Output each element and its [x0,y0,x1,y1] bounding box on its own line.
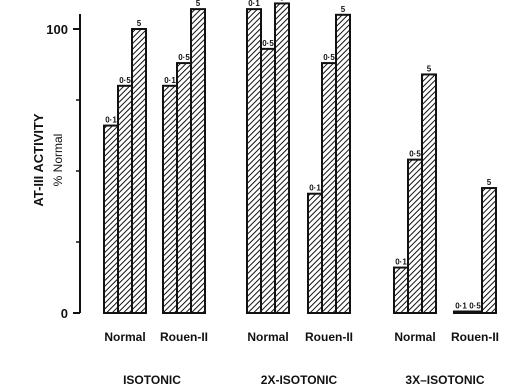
y-tick-label: 100 [46,22,68,37]
bar-data-label: 0·5 [323,53,335,62]
bar [321,62,337,314]
bar-data-label: 0·1 [455,302,467,311]
labels-layer: 01000·10·55Normal0·10·55Rouen-IIISOTONIC… [46,0,499,387]
bar [467,310,483,314]
category-label: Rouen-II [305,330,353,344]
bar-data-label: 5 [196,0,201,8]
group-label: 3X–ISOTONIC [405,373,484,387]
bar-data-label: 5 [137,19,142,28]
bar-data-label: 5 [487,178,492,187]
bars-layer [103,2,497,315]
axis-layer [73,14,81,314]
bar-data-label: 0·5 [409,150,421,159]
bar [131,28,147,314]
bar [335,13,351,315]
bar-data-label: 0·1 [395,258,407,267]
y-tick-label: 0 [61,306,68,321]
y-axis-label: AT-III ACTIVITY [31,113,46,206]
bar [103,124,119,314]
bar-data-label: 0·5 [469,302,481,311]
bar [393,266,409,314]
bar-data-label: 0·1 [248,0,260,8]
bar-data-label: 0·1 [309,184,321,193]
bar [407,158,423,314]
category-label: Rouen-II [451,330,499,344]
bar [176,62,192,314]
bar [246,8,262,315]
bar-data-label: 0·5 [262,39,274,48]
category-label: Normal [394,330,435,344]
bar [117,84,133,314]
bar-data-label: 5 [341,5,346,14]
bar [421,73,437,314]
bar-data-label: 0·1 [164,76,176,85]
bar-data-label: 0·5 [119,76,131,85]
bar [481,187,497,314]
category-label: Rouen-II [160,330,208,344]
category-label: Normal [104,330,145,344]
bar [162,84,178,314]
bar [190,8,206,315]
bar-data-label: 0·1 [105,116,117,125]
bar [274,2,290,314]
bar [307,192,323,314]
bar-data-label: 0·5 [178,53,190,62]
y-axis-sublabel: % Normal [51,134,65,187]
bar [453,310,469,314]
group-label: 2X-ISOTONIC [261,373,338,387]
group-label: ISOTONIC [123,373,181,387]
bar-data-label: 5 [280,0,285,2]
bar [260,47,276,314]
category-label: Normal [247,330,288,344]
bar-data-label: 5 [427,64,432,73]
